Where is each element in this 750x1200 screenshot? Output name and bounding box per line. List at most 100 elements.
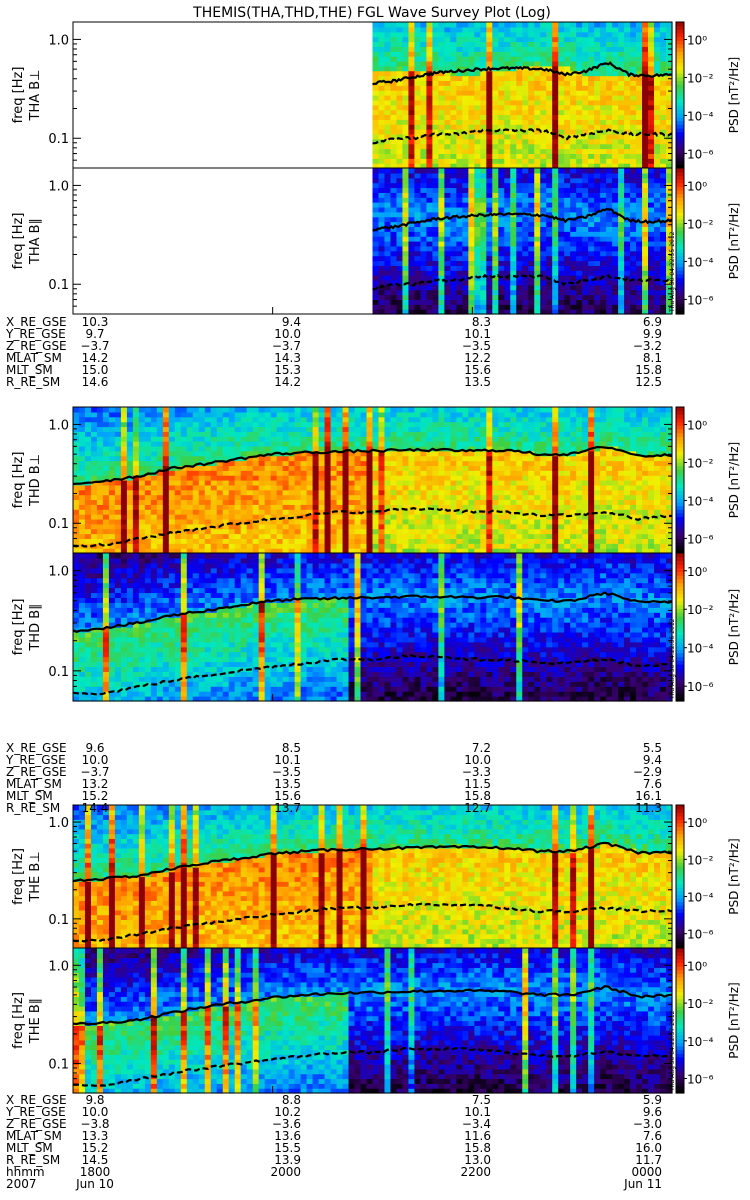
heatmap-cell [456, 284, 463, 291]
heatmap-cell [648, 309, 655, 315]
heatmap-cell [90, 494, 98, 501]
heatmap-cell [654, 41, 661, 47]
heatmap-cell [504, 270, 511, 276]
heatmap-cell [654, 309, 661, 315]
heatmap-cell [576, 51, 583, 57]
heatmap-cell [156, 504, 164, 510]
heatmap-cell [492, 304, 499, 310]
heatmap-cell [666, 275, 673, 281]
heatmap-cell [462, 95, 469, 101]
heatmap-cell [390, 275, 398, 281]
heatmap-cell [144, 431, 152, 437]
heatmap-cell [492, 104, 499, 111]
heatmap-cell [540, 299, 547, 305]
heatmap-cell [474, 124, 481, 130]
heatmap-cell [180, 543, 188, 549]
heatmap-cell [234, 489, 242, 496]
heatmap-cell [612, 85, 619, 91]
heatmap-cell [318, 480, 326, 486]
heatmap-cell [666, 22, 673, 28]
heatmap-cell [234, 548, 242, 554]
heatmap-cell [312, 504, 320, 510]
heatmap-cell [372, 75, 380, 81]
heatmap-cell [660, 197, 667, 203]
heatmap-cell [426, 416, 433, 423]
heatmap-cell [648, 245, 655, 252]
heatmap-cell [666, 85, 673, 91]
heatmap-cell [396, 221, 404, 227]
heatmap-cell [390, 436, 398, 442]
heatmap-cell [414, 182, 422, 189]
heatmap-cell [396, 85, 404, 91]
heatmap-cell [558, 231, 565, 237]
heatmap-cell [444, 226, 451, 232]
heatmap-cell [606, 250, 613, 257]
heatmap-cell [300, 416, 308, 423]
heatmap-cell [73, 499, 80, 505]
heatmap-cell [408, 450, 416, 457]
heatmap-cell [336, 494, 344, 501]
heatmap-cell [156, 484, 164, 491]
heatmap-cell [288, 509, 296, 515]
heatmap-cell [198, 407, 206, 413]
heatmap-cell [576, 255, 583, 262]
heatmap-cell [330, 450, 338, 457]
heatmap-cell [528, 138, 535, 145]
heatmap-cell [612, 114, 619, 120]
heatmap-cell [546, 95, 553, 101]
heatmap-cell [432, 41, 439, 47]
heatmap-cell [630, 226, 637, 232]
heatmap-cell [426, 450, 433, 457]
heatmap-cell [240, 528, 248, 535]
heatmap-cell [636, 129, 643, 135]
heatmap-cell [240, 460, 248, 466]
heatmap-cell [426, 514, 433, 520]
heatmap-cell [456, 168, 463, 174]
heatmap-cell [468, 70, 475, 77]
heatmap-cell [390, 202, 398, 208]
heatmap-cell [360, 421, 368, 428]
heatmap-cell [402, 431, 410, 437]
heatmap-cell [192, 465, 200, 471]
heatmap-cell [96, 436, 104, 442]
heatmap-cell [156, 445, 164, 452]
heatmap-cell [132, 528, 140, 535]
heatmap-cell [408, 109, 416, 116]
heatmap-cell [636, 163, 643, 169]
heatmap-cell [588, 216, 595, 223]
heatmap-cell [114, 494, 122, 501]
heatmap-cell [276, 455, 284, 462]
heatmap-cell [474, 182, 481, 189]
heatmap-cell [660, 309, 667, 315]
heatmap-cell [654, 80, 661, 86]
heatmap-cell [384, 450, 392, 457]
colorbar-swatch [676, 226, 684, 231]
heatmap-cell [594, 202, 601, 208]
heatmap-cell [384, 46, 392, 52]
heatmap-cell [642, 109, 649, 116]
heatmap-cell [624, 241, 631, 247]
heatmap-cell [246, 475, 254, 481]
heatmap-cell [216, 548, 224, 554]
colorbar-swatch [676, 95, 684, 100]
heatmap-cell [546, 231, 553, 237]
heatmap-cell [336, 523, 344, 530]
heatmap-cell [432, 241, 439, 247]
colorbar-swatch [676, 178, 684, 184]
heatmap-cell [564, 65, 571, 72]
heatmap-cell [144, 499, 152, 505]
heatmap-cell [606, 211, 613, 218]
heatmap-cell [204, 416, 212, 423]
heatmap-cell [588, 133, 595, 140]
heatmap-cell [582, 124, 589, 130]
heatmap-cell [504, 95, 511, 101]
heatmap-cell [234, 523, 242, 530]
heatmap-cell [204, 411, 212, 418]
heatmap-cell [504, 177, 511, 184]
heatmap-cell [366, 465, 374, 471]
colorbar-swatch [676, 222, 684, 227]
heatmap-cell [480, 172, 487, 179]
heatmap-cell [456, 138, 463, 145]
heatmap-cell [378, 265, 386, 271]
